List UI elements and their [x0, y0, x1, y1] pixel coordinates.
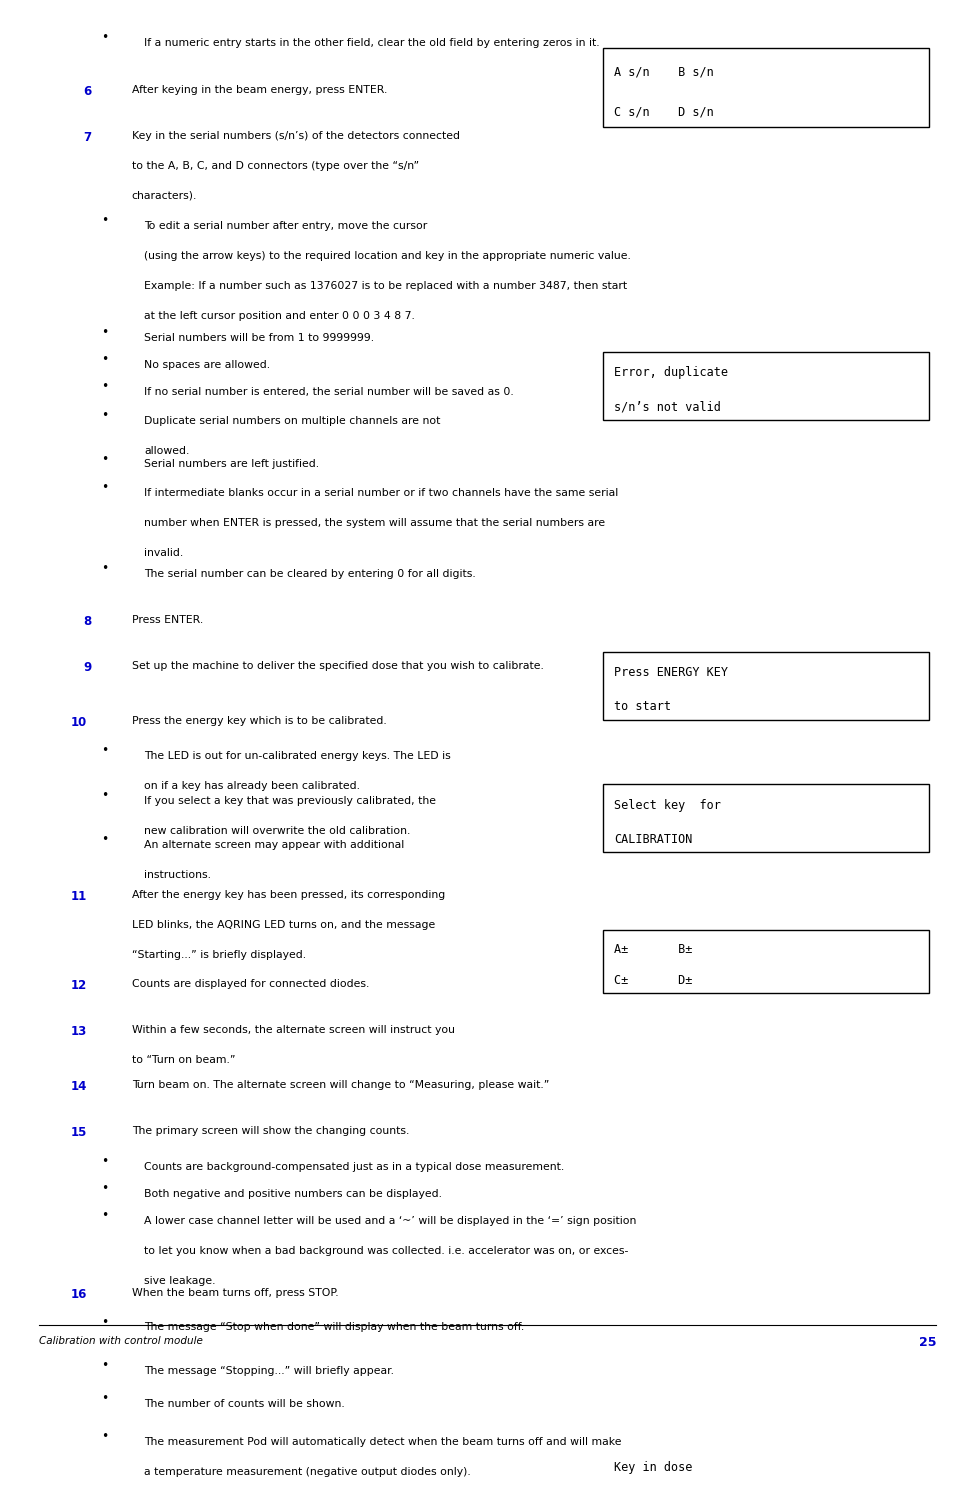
Text: The message “Stopping...” will briefly appear.: The message “Stopping...” will briefly a…	[144, 1366, 394, 1377]
Text: invalid.: invalid.	[144, 548, 183, 558]
Text: 15: 15	[70, 1126, 87, 1139]
Text: Within a few seconds, the alternate screen will instruct you: Within a few seconds, the alternate scre…	[132, 1025, 454, 1035]
Text: Set up the machine to deliver the specified dose that you wish to calibrate.: Set up the machine to deliver the specif…	[132, 661, 543, 671]
Text: 7: 7	[83, 131, 91, 144]
Text: The number of counts will be shown.: The number of counts will be shown.	[144, 1399, 345, 1409]
Text: •: •	[100, 833, 108, 846]
Text: Turn beam on. The alternate screen will change to “Measuring, please wait.”: Turn beam on. The alternate screen will …	[132, 1080, 549, 1090]
Text: (using the arrow keys) to the required location and key in the appropriate numer: (using the arrow keys) to the required l…	[144, 251, 631, 261]
FancyBboxPatch shape	[603, 784, 929, 852]
Text: •: •	[100, 1391, 108, 1405]
Text: Counts are background-compensated just as in a typical dose measurement.: Counts are background-compensated just a…	[144, 1161, 565, 1172]
Text: LED blinks, the AQRING LED turns on, and the message: LED blinks, the AQRING LED turns on, and…	[132, 921, 435, 930]
Text: No spaces are allowed.: No spaces are allowed.	[144, 359, 270, 370]
Text: If intermediate blanks occur in a serial number or if two channels have the same: If intermediate blanks occur in a serial…	[144, 489, 618, 497]
Text: 8: 8	[83, 615, 91, 628]
Text: To edit a serial number after entry, move the cursor: To edit a serial number after entry, mov…	[144, 221, 428, 230]
Text: CALIBRATION: CALIBRATION	[614, 833, 692, 845]
Text: allowed.: allowed.	[144, 446, 190, 456]
Text: Duplicate serial numbers on multiple channels are not: Duplicate serial numbers on multiple cha…	[144, 416, 441, 426]
Text: Error, duplicate: Error, duplicate	[614, 367, 728, 379]
Text: The serial number can be cleared by entering 0 for all digits.: The serial number can be cleared by ente…	[144, 569, 476, 579]
Text: Both negative and positive numbers can be displayed.: Both negative and positive numbers can b…	[144, 1189, 443, 1198]
Text: The measurement Pod will automatically detect when the beam turns off and will m: The measurement Pod will automatically d…	[144, 1437, 622, 1446]
Text: Press ENTER.: Press ENTER.	[132, 615, 203, 625]
Text: A lower case channel letter will be used and a ‘~’ will be displayed in the ‘=’ : A lower case channel letter will be used…	[144, 1216, 637, 1227]
Text: new calibration will overwrite the old calibration.: new calibration will overwrite the old c…	[144, 826, 410, 836]
Text: •: •	[100, 481, 108, 495]
Text: •: •	[100, 380, 108, 394]
FancyBboxPatch shape	[603, 48, 929, 126]
Text: a temperature measurement (negative output diodes only).: a temperature measurement (negative outp…	[144, 1467, 471, 1478]
Text: s/n’s not valid: s/n’s not valid	[614, 401, 722, 413]
Text: on if a key has already been calibrated.: on if a key has already been calibrated.	[144, 781, 361, 792]
Text: to the A, B, C, and D connectors (type over the “s/n”: to the A, B, C, and D connectors (type o…	[132, 160, 418, 171]
Text: A s/n    B s/n: A s/n B s/n	[614, 65, 714, 79]
Text: C s/n    D s/n: C s/n D s/n	[614, 105, 714, 119]
Text: Serial numbers are left justified.: Serial numbers are left justified.	[144, 459, 320, 469]
Text: number when ENTER is pressed, the system will assume that the serial numbers are: number when ENTER is pressed, the system…	[144, 518, 605, 529]
Text: After keying in the beam energy, press ENTER.: After keying in the beam energy, press E…	[132, 85, 387, 95]
Text: Counts are displayed for connected diodes.: Counts are displayed for connected diode…	[132, 979, 369, 989]
Text: 25: 25	[918, 1336, 936, 1348]
Text: If no serial number is entered, the serial number will be saved as 0.: If no serial number is entered, the seri…	[144, 388, 514, 396]
Text: The primary screen will show the changing counts.: The primary screen will show the changin…	[132, 1126, 409, 1136]
Text: to let you know when a bad background was collected. i.e. accelerator was on, or: to let you know when a bad background wa…	[144, 1246, 629, 1256]
Text: When the beam turns off, press STOP.: When the beam turns off, press STOP.	[132, 1289, 338, 1298]
Text: •: •	[100, 1430, 108, 1443]
Text: •: •	[100, 453, 108, 466]
Text: •: •	[100, 325, 108, 339]
Text: •: •	[100, 1359, 108, 1372]
Text: The LED is out for un-calibrated energy keys. The LED is: The LED is out for un-calibrated energy …	[144, 751, 451, 762]
Text: Key in the serial numbers (s/n’s) of the detectors connected: Key in the serial numbers (s/n’s) of the…	[132, 131, 459, 141]
FancyBboxPatch shape	[603, 1448, 929, 1485]
Text: Example: If a number such as 1376027 is to be replaced with a number 3487, then : Example: If a number such as 1376027 is …	[144, 281, 628, 291]
Text: 16: 16	[70, 1289, 87, 1301]
Text: Key in dose: Key in dose	[614, 1461, 692, 1473]
Text: 9: 9	[83, 661, 91, 674]
Text: •: •	[100, 214, 108, 227]
Text: •: •	[100, 1155, 108, 1167]
Text: sive leakage.: sive leakage.	[144, 1276, 215, 1286]
Text: to “Turn on beam.”: to “Turn on beam.”	[132, 1056, 235, 1065]
Text: Serial numbers will be from 1 to 9999999.: Serial numbers will be from 1 to 9999999…	[144, 333, 374, 343]
Text: 11: 11	[70, 891, 87, 903]
Text: •: •	[100, 408, 108, 422]
Text: instructions.: instructions.	[144, 870, 212, 879]
Text: “Starting...” is briefly displayed.: “Starting...” is briefly displayed.	[132, 950, 306, 961]
FancyBboxPatch shape	[603, 652, 929, 720]
Text: 6: 6	[83, 85, 91, 98]
Text: •: •	[100, 1316, 108, 1329]
Text: •: •	[100, 790, 108, 802]
FancyBboxPatch shape	[603, 930, 929, 992]
Text: C±       D±: C± D±	[614, 974, 692, 988]
Text: Calibration with control module: Calibration with control module	[39, 1336, 203, 1345]
Text: •: •	[100, 744, 108, 757]
Text: •: •	[100, 1182, 108, 1195]
Text: 14: 14	[70, 1080, 87, 1093]
Text: 12: 12	[70, 979, 87, 992]
Text: If a numeric entry starts in the other field, clear the old field by entering ze: If a numeric entry starts in the other f…	[144, 39, 600, 48]
Text: If you select a key that was previously calibrated, the: If you select a key that was previously …	[144, 796, 436, 806]
Text: Press ENERGY KEY: Press ENERGY KEY	[614, 667, 728, 679]
Text: at the left cursor position and enter 0 0 0 3 4 8 7.: at the left cursor position and enter 0 …	[144, 310, 415, 321]
Text: After the energy key has been pressed, its corresponding: After the energy key has been pressed, i…	[132, 891, 445, 900]
Text: 10: 10	[70, 716, 87, 729]
Text: characters).: characters).	[132, 192, 197, 200]
Text: An alternate screen may appear with additional: An alternate screen may appear with addi…	[144, 841, 405, 849]
Text: Press the energy key which is to be calibrated.: Press the energy key which is to be cali…	[132, 716, 386, 726]
Text: A±       B±: A± B±	[614, 943, 692, 956]
Text: •: •	[100, 1209, 108, 1222]
Text: •: •	[100, 353, 108, 367]
Text: The message “Stop when done” will display when the beam turns off.: The message “Stop when done” will displa…	[144, 1323, 525, 1332]
Text: Select key  for: Select key for	[614, 799, 722, 812]
Text: •: •	[100, 561, 108, 575]
Text: 13: 13	[70, 1025, 87, 1038]
FancyBboxPatch shape	[603, 352, 929, 420]
Text: •: •	[100, 31, 108, 45]
Text: to start: to start	[614, 701, 671, 713]
